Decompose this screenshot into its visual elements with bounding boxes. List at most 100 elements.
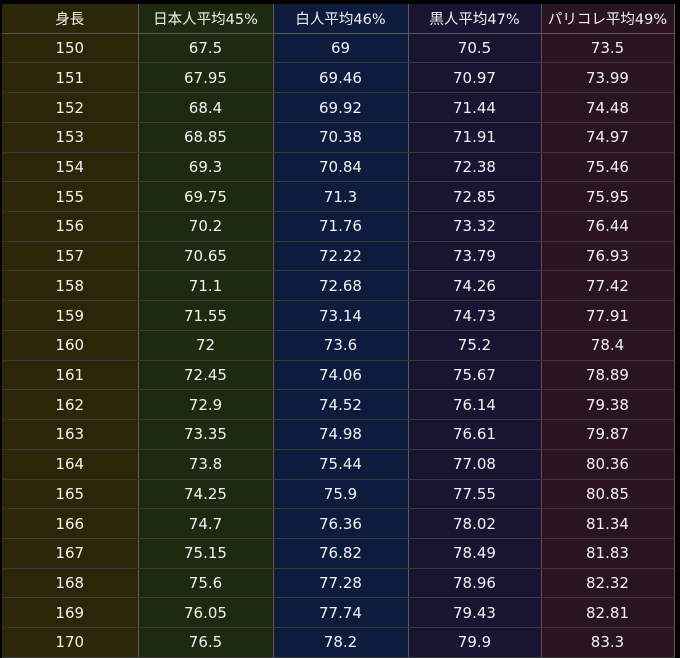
cell-height[interactable]: 150 <box>2 33 139 64</box>
cell-japanese-average[interactable]: 70.65 <box>138 241 274 272</box>
cell-white-average[interactable]: 71.76 <box>273 211 409 242</box>
cell-white-average[interactable]: 78.2 <box>273 627 409 658</box>
cell-white-average[interactable]: 70.84 <box>273 152 409 183</box>
cell-paris-collection-average[interactable]: 82.32 <box>541 568 675 599</box>
cell-height[interactable]: 163 <box>2 419 139 450</box>
cell-black-average[interactable]: 79.43 <box>408 597 542 629</box>
cell-white-average[interactable]: 74.52 <box>273 389 409 421</box>
cell-black-average[interactable]: 70.5 <box>408 33 542 64</box>
cell-black-average[interactable]: 73.32 <box>408 211 542 242</box>
header-cell-japanese-average[interactable]: 日本人平均45% <box>138 4 274 34</box>
cell-height[interactable]: 152 <box>2 92 139 123</box>
cell-white-average[interactable]: 69.46 <box>273 62 409 94</box>
cell-height[interactable]: 164 <box>2 449 139 480</box>
cell-black-average[interactable]: 72.85 <box>408 181 542 213</box>
cell-paris-collection-average[interactable]: 80.85 <box>541 479 675 510</box>
cell-paris-collection-average[interactable]: 77.91 <box>541 300 675 331</box>
header-cell-height[interactable]: 身長 <box>2 4 139 34</box>
cell-paris-collection-average[interactable]: 73.5 <box>541 33 675 64</box>
cell-japanese-average[interactable]: 70.2 <box>138 211 274 242</box>
cell-white-average[interactable]: 73.14 <box>273 300 409 331</box>
cell-black-average[interactable]: 77.08 <box>408 449 542 480</box>
cell-paris-collection-average[interactable]: 83.3 <box>541 627 675 658</box>
cell-paris-collection-average[interactable]: 76.44 <box>541 211 675 242</box>
cell-black-average[interactable]: 72.38 <box>408 152 542 183</box>
cell-height[interactable]: 160 <box>2 330 139 361</box>
cell-paris-collection-average[interactable]: 74.97 <box>541 122 675 153</box>
cell-white-average[interactable]: 73.6 <box>273 330 409 361</box>
cell-white-average[interactable]: 74.98 <box>273 419 409 450</box>
cell-black-average[interactable]: 76.14 <box>408 389 542 421</box>
cell-height[interactable]: 151 <box>2 62 139 94</box>
cell-white-average[interactable]: 70.38 <box>273 122 409 153</box>
cell-black-average[interactable]: 79.9 <box>408 627 542 658</box>
cell-paris-collection-average[interactable]: 81.34 <box>541 508 675 539</box>
header-cell-white-average[interactable]: 白人平均46% <box>273 4 409 34</box>
header-cell-paris-collection-average[interactable]: パリコレ平均49% <box>541 4 675 34</box>
cell-paris-collection-average[interactable]: 82.81 <box>541 597 675 629</box>
header-cell-black-average[interactable]: 黒人平均47% <box>408 4 542 34</box>
cell-black-average[interactable]: 71.91 <box>408 122 542 153</box>
cell-black-average[interactable]: 75.2 <box>408 330 542 361</box>
cell-paris-collection-average[interactable]: 73.99 <box>541 62 675 94</box>
cell-japanese-average[interactable]: 67.95 <box>138 62 274 94</box>
cell-black-average[interactable]: 71.44 <box>408 92 542 123</box>
cell-japanese-average[interactable]: 73.8 <box>138 449 274 480</box>
cell-height[interactable]: 165 <box>2 479 139 510</box>
cell-height[interactable]: 157 <box>2 241 139 272</box>
cell-black-average[interactable]: 70.97 <box>408 62 542 94</box>
cell-height[interactable]: 168 <box>2 568 139 599</box>
cell-paris-collection-average[interactable]: 81.83 <box>541 538 675 569</box>
cell-height[interactable]: 167 <box>2 538 139 569</box>
cell-black-average[interactable]: 74.26 <box>408 270 542 302</box>
cell-paris-collection-average[interactable]: 75.46 <box>541 152 675 183</box>
cell-japanese-average[interactable]: 74.7 <box>138 508 274 539</box>
cell-black-average[interactable]: 76.61 <box>408 419 542 450</box>
cell-height[interactable]: 158 <box>2 270 139 302</box>
cell-white-average[interactable]: 77.28 <box>273 568 409 599</box>
cell-height[interactable]: 159 <box>2 300 139 331</box>
cell-japanese-average[interactable]: 69.75 <box>138 181 274 213</box>
cell-japanese-average[interactable]: 67.5 <box>138 33 274 64</box>
cell-white-average[interactable]: 76.36 <box>273 508 409 539</box>
cell-japanese-average[interactable]: 69.3 <box>138 152 274 183</box>
cell-paris-collection-average[interactable]: 75.95 <box>541 181 675 213</box>
cell-japanese-average[interactable]: 73.35 <box>138 419 274 450</box>
cell-paris-collection-average[interactable]: 74.48 <box>541 92 675 123</box>
cell-black-average[interactable]: 77.55 <box>408 479 542 510</box>
cell-paris-collection-average[interactable]: 79.87 <box>541 419 675 450</box>
cell-white-average[interactable]: 69.92 <box>273 92 409 123</box>
cell-black-average[interactable]: 73.79 <box>408 241 542 272</box>
cell-japanese-average[interactable]: 75.15 <box>138 538 274 569</box>
cell-black-average[interactable]: 78.02 <box>408 508 542 539</box>
cell-paris-collection-average[interactable]: 79.38 <box>541 389 675 421</box>
cell-japanese-average[interactable]: 72 <box>138 330 274 361</box>
cell-height[interactable]: 156 <box>2 211 139 242</box>
cell-white-average[interactable]: 77.74 <box>273 597 409 629</box>
cell-japanese-average[interactable]: 68.4 <box>138 92 274 123</box>
cell-white-average[interactable]: 75.9 <box>273 479 409 510</box>
cell-japanese-average[interactable]: 72.45 <box>138 360 274 391</box>
cell-height[interactable]: 170 <box>2 627 139 658</box>
cell-height[interactable]: 162 <box>2 389 139 421</box>
cell-japanese-average[interactable]: 74.25 <box>138 479 274 510</box>
cell-black-average[interactable]: 75.67 <box>408 360 542 391</box>
cell-japanese-average[interactable]: 76.05 <box>138 597 274 629</box>
cell-height[interactable]: 153 <box>2 122 139 153</box>
cell-black-average[interactable]: 78.49 <box>408 538 542 569</box>
cell-height[interactable]: 155 <box>2 181 139 213</box>
cell-white-average[interactable]: 71.3 <box>273 181 409 213</box>
cell-white-average[interactable]: 72.22 <box>273 241 409 272</box>
cell-japanese-average[interactable]: 71.55 <box>138 300 274 331</box>
cell-japanese-average[interactable]: 68.85 <box>138 122 274 153</box>
cell-black-average[interactable]: 74.73 <box>408 300 542 331</box>
cell-japanese-average[interactable]: 72.9 <box>138 389 274 421</box>
cell-paris-collection-average[interactable]: 78.89 <box>541 360 675 391</box>
cell-height[interactable]: 154 <box>2 152 139 183</box>
cell-height[interactable]: 161 <box>2 360 139 391</box>
cell-paris-collection-average[interactable]: 76.93 <box>541 241 675 272</box>
cell-white-average[interactable]: 72.68 <box>273 270 409 302</box>
cell-paris-collection-average[interactable]: 80.36 <box>541 449 675 480</box>
cell-paris-collection-average[interactable]: 77.42 <box>541 270 675 302</box>
cell-white-average[interactable]: 69 <box>273 33 409 64</box>
